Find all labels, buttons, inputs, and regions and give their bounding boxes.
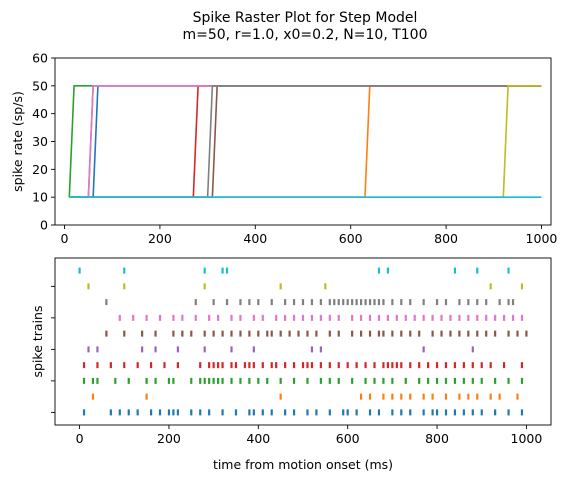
raster-chart: 0 200 400 600 800 1000 spike trains time from… [30, 257, 552, 472]
rate-chart-frame [54, 57, 552, 226]
rate-lines [68, 85, 542, 198]
rate-x-tick-label-3: 600 [339, 231, 363, 246]
rate-x-tick-label-2: 400 [243, 231, 267, 246]
raster-x-axis-label: time from motion onset (ms) [213, 457, 393, 472]
rate-line-7 [69, 85, 542, 198]
raster-x-tick-label-5: 1000 [511, 431, 543, 446]
raster-x-tick-label-1: 200 [157, 431, 181, 446]
figure-title: Spike Raster Plot for Step Model [193, 10, 418, 26]
figure-subtitle: m=50, r=1.0, x0=0.2, N=10, T100 [182, 27, 427, 43]
rate-x-tick-label-0: 0 [61, 231, 69, 246]
raster-x-tick-label-0: 0 [76, 431, 84, 446]
rate-y-axis-label: spike rate (sp/s) [10, 91, 25, 192]
raster-x-axis: 0 200 400 600 800 1000 [76, 425, 543, 446]
rate-y-tick-label-2: 20 [32, 162, 48, 177]
rate-x-axis: 0 200 400 600 800 1000 [61, 225, 558, 246]
rate-y-tick-label-5: 50 [32, 78, 48, 93]
rate-y-tick-label-4: 40 [32, 106, 48, 121]
rate-chart: 0 200 400 600 800 1000 0 10 20 30 40 50 60 spike ra… [10, 51, 557, 247]
rate-x-tick-label-4: 800 [434, 231, 458, 246]
rate-y-tick-label-3: 30 [32, 134, 48, 149]
rate-x-tick-label-5: 1000 [526, 231, 558, 246]
rate-y-tick-label-0: 0 [40, 218, 48, 233]
rate-line-1 [69, 85, 542, 198]
rate-line-6 [69, 85, 542, 198]
raster-x-tick-label-4: 800 [425, 431, 449, 446]
rate-line-5 [69, 85, 542, 198]
rate-line-2 [68, 85, 542, 198]
rate-y-axis: 0 10 20 30 40 50 60 [32, 51, 55, 233]
rate-y-tick-label-6: 60 [32, 51, 48, 66]
raster-y-axis [51, 285, 55, 413]
raster-y-axis-label: spike trains [30, 306, 45, 378]
rate-line-0 [69, 85, 542, 198]
rate-y-tick-label-1: 10 [32, 190, 48, 205]
rate-line-8 [69, 85, 542, 198]
rate-x-tick-label-1: 200 [148, 231, 172, 246]
raster-chart-frame [54, 257, 552, 426]
raster-spikes [78, 267, 528, 416]
raster-x-tick-label-3: 600 [336, 431, 360, 446]
rate-line-3 [69, 85, 542, 198]
raster-x-tick-label-2: 400 [246, 431, 270, 446]
rate-line-4 [69, 85, 542, 198]
